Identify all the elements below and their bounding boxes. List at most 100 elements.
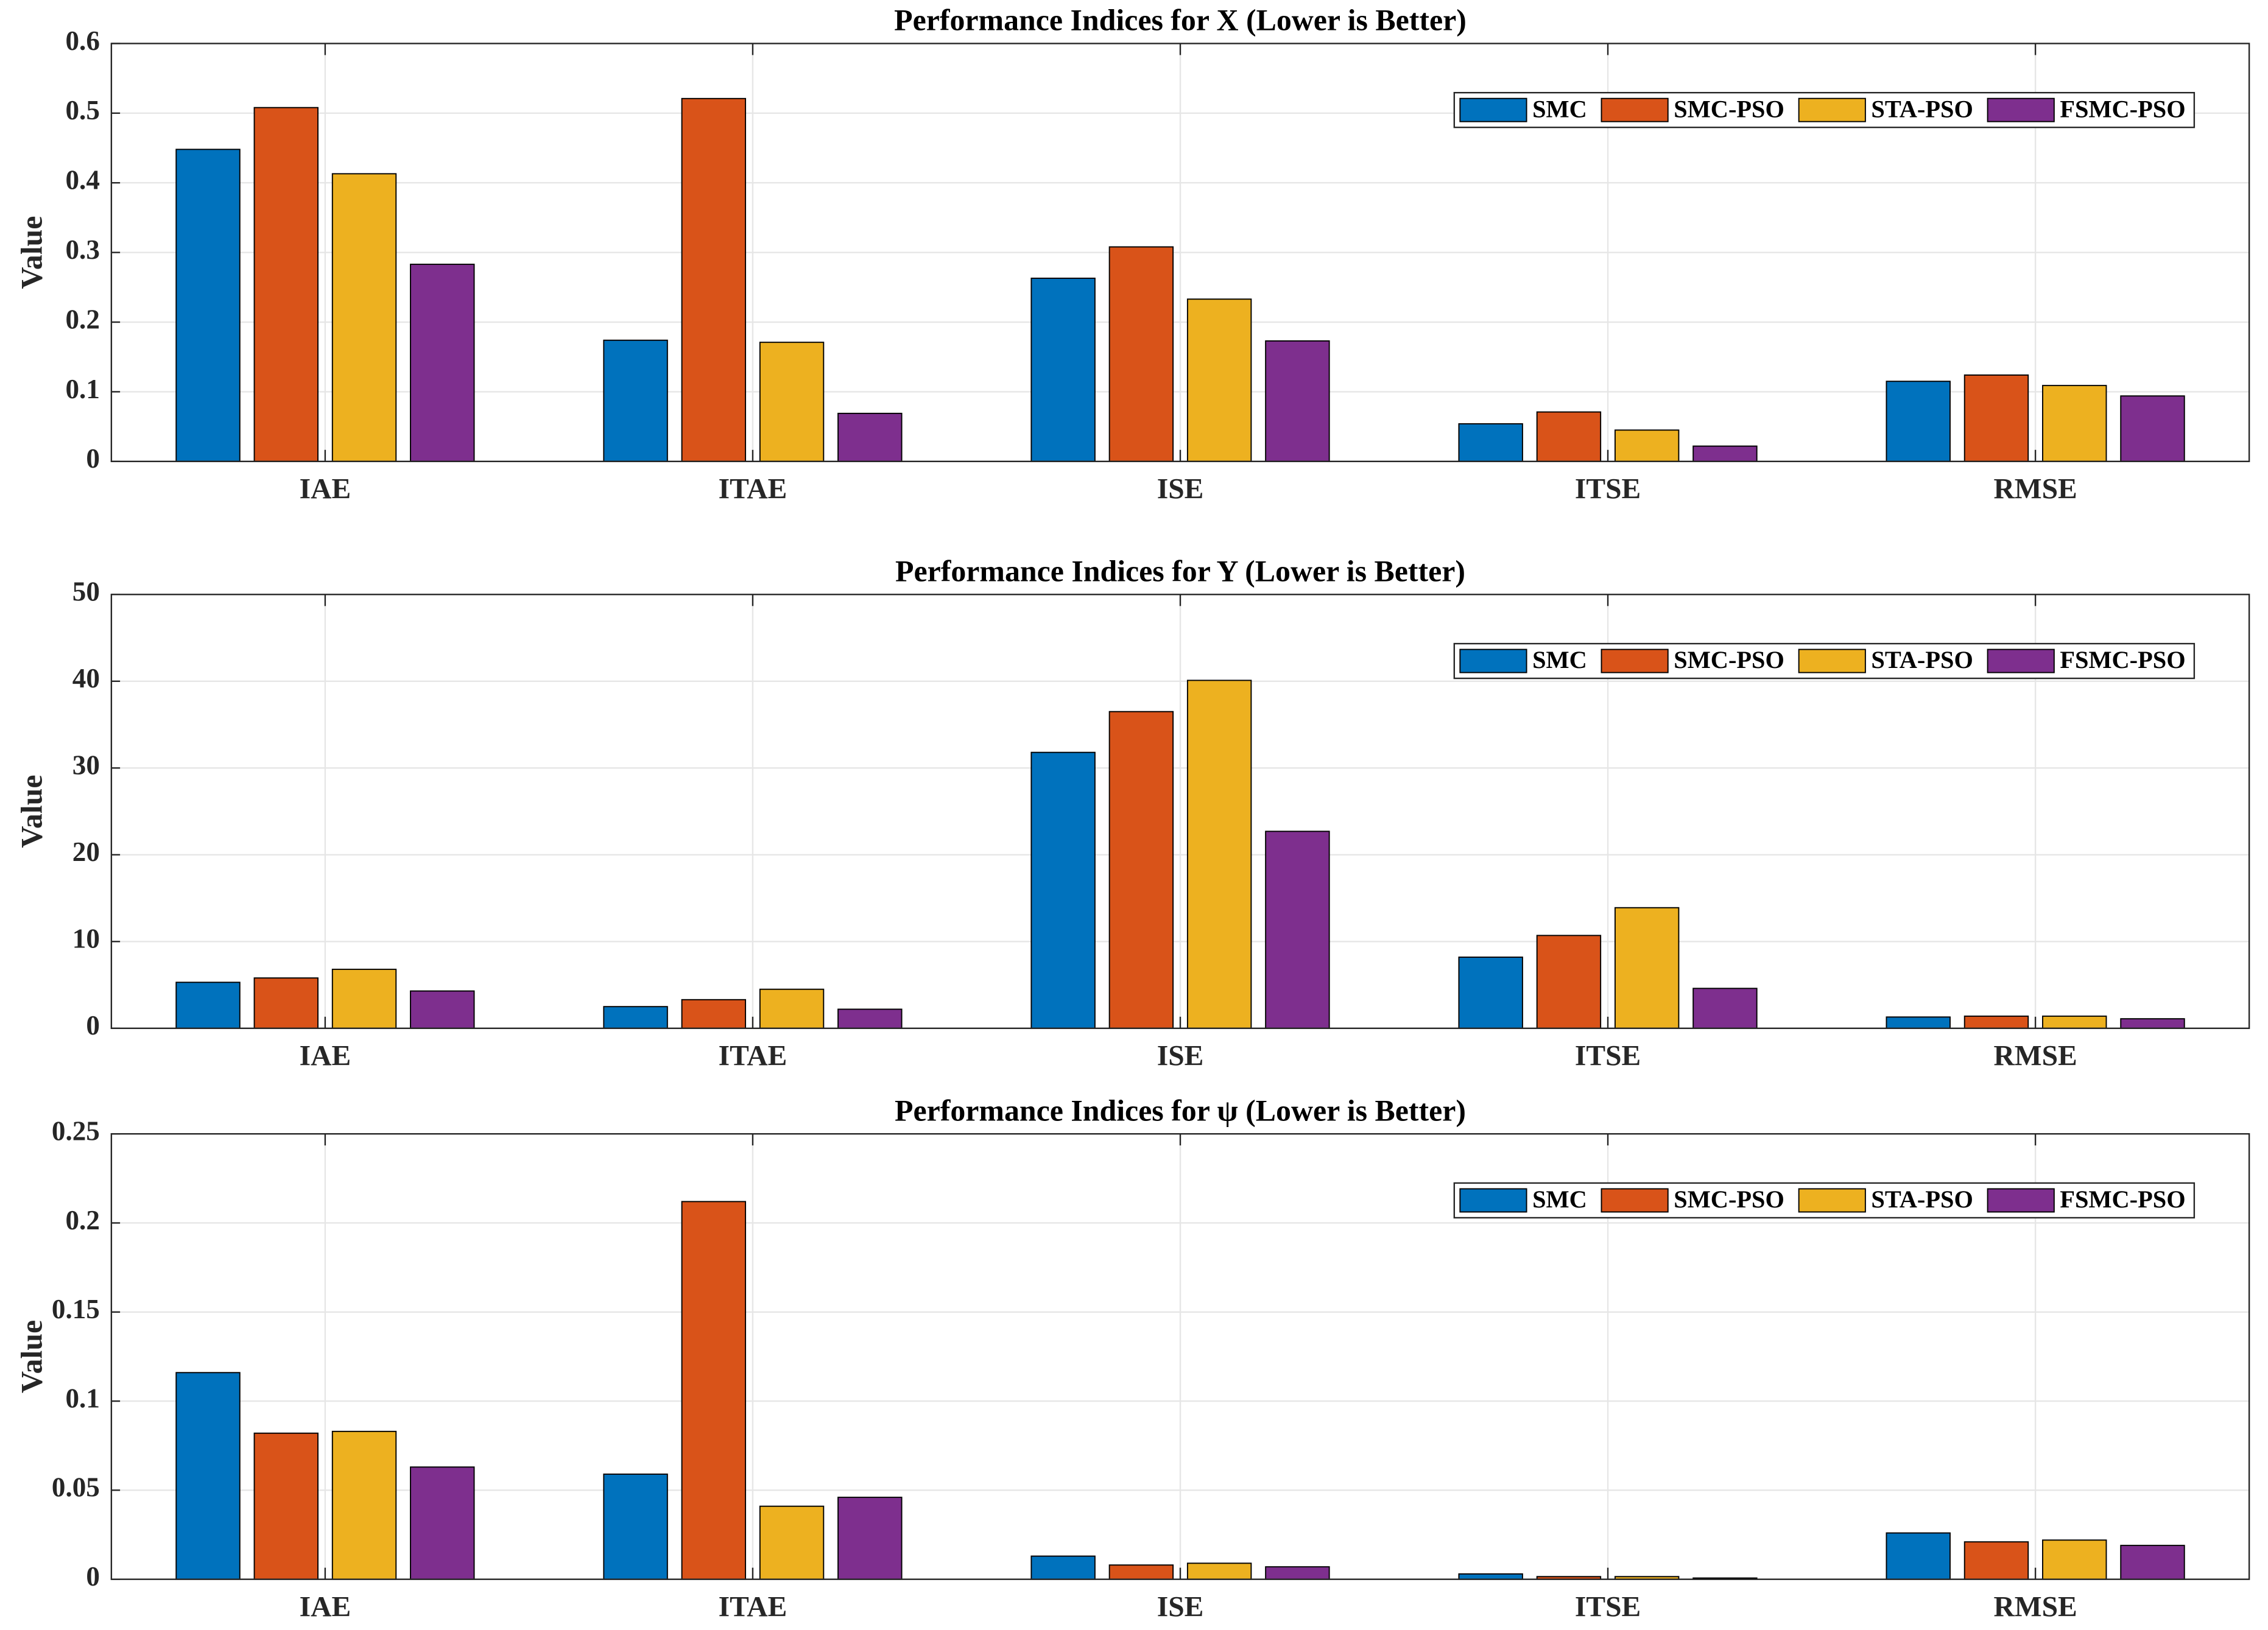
bar	[1886, 381, 1951, 462]
x-tick-label: ISE	[1157, 1041, 1204, 1072]
bar	[1963, 1015, 2029, 1029]
y-tick-label: 0.2	[65, 1205, 99, 1235]
bar	[1108, 1564, 1174, 1580]
x-tick-label: IAE	[300, 1591, 351, 1623]
y-tick-label: 30	[72, 750, 100, 781]
bar	[1030, 278, 1096, 462]
y-axis-label: Value	[15, 216, 48, 289]
y-axis-label: Value	[15, 775, 48, 848]
y-tick-label: 40	[72, 663, 100, 694]
bar	[1614, 429, 1680, 462]
bar	[837, 1008, 903, 1029]
bar	[2042, 1539, 2107, 1580]
y-tick-label: 0	[86, 1561, 100, 1592]
x-tick-label: ISE	[1157, 474, 1204, 505]
legend: SMC SMC-PSO STA-PSO FSMC-PSO	[1453, 91, 2196, 128]
chart-title: Performance Indices for ψ (Lower is Bett…	[895, 1094, 1466, 1127]
bar	[1963, 374, 2029, 462]
y-tick-label: 0	[86, 1010, 100, 1041]
bar	[603, 1006, 668, 1029]
bar	[1108, 711, 1174, 1029]
bar	[2120, 1545, 2185, 1580]
legend-label: STA-PSO	[1871, 646, 1973, 673]
y-tick-label: 0.25	[52, 1116, 100, 1147]
axes-box	[110, 1133, 2250, 1580]
legend-label: FSMC-PSO	[2060, 1186, 2185, 1213]
bar	[1886, 1016, 1951, 1029]
bar	[1458, 957, 1523, 1029]
x-tick-label: IAE	[300, 1041, 351, 1072]
bar	[1265, 340, 1330, 462]
legend-swatch	[1798, 648, 1866, 673]
bar	[1963, 1541, 2029, 1580]
bar	[1186, 680, 1252, 1029]
bar	[1265, 831, 1330, 1029]
legend-label: SMC-PSO	[1674, 1186, 1784, 1213]
bar	[1536, 935, 1602, 1029]
x-tick-label: ITSE	[1575, 1591, 1641, 1623]
bar	[253, 977, 319, 1029]
y-tick-label: 0.15	[52, 1294, 100, 1324]
bar	[1458, 1573, 1523, 1580]
bar	[331, 173, 397, 462]
bar	[175, 1372, 241, 1580]
legend-label: STA-PSO	[1871, 1186, 1973, 1213]
bar	[837, 412, 903, 462]
legend-label: SMC	[1532, 646, 1587, 673]
legend-swatch	[1987, 1188, 2055, 1213]
legend: SMC SMC-PSO STA-PSO FSMC-PSO	[1453, 1182, 2196, 1219]
bar	[1030, 751, 1096, 1029]
bar	[175, 982, 241, 1029]
y-axis-label: Value	[15, 1320, 48, 1393]
x-tick-label: ITAE	[719, 1041, 787, 1072]
x-tick-label: ISE	[1157, 1591, 1204, 1623]
x-tick-label: ITSE	[1575, 474, 1641, 505]
x-tick-label: ITAE	[719, 474, 787, 505]
axes-box	[110, 43, 2250, 462]
x-tick-label: RMSE	[1993, 1041, 2077, 1072]
bar	[2120, 395, 2185, 462]
bar	[410, 264, 475, 462]
legend-swatch	[1459, 648, 1527, 673]
legend-swatch	[1987, 97, 2055, 122]
bar	[1614, 907, 1680, 1029]
bar	[410, 1466, 475, 1580]
y-tick-label: 10	[72, 924, 100, 954]
x-tick-label: RMSE	[1993, 474, 2077, 505]
bar	[2120, 1018, 2185, 1029]
legend-label: SMC	[1532, 95, 1587, 122]
chart-title: Performance Indices for Y (Lower is Bett…	[895, 555, 1465, 588]
bar	[1692, 988, 1758, 1029]
bar	[1186, 298, 1252, 462]
y-tick-label: 20	[72, 837, 100, 867]
bar	[331, 1430, 397, 1580]
bar	[837, 1497, 903, 1580]
bar	[175, 149, 241, 462]
bar	[1458, 423, 1523, 462]
legend-swatch	[1987, 648, 2055, 673]
legend-swatch	[1601, 648, 1669, 673]
bar	[2042, 385, 2107, 462]
bar	[681, 1201, 747, 1580]
bar	[1265, 1566, 1330, 1580]
bar	[331, 968, 397, 1029]
legend-swatch	[1601, 97, 1669, 122]
legend-label: STA-PSO	[1871, 95, 1973, 122]
y-tick-label: 0.6	[65, 26, 99, 56]
legend-swatch	[1459, 97, 1527, 122]
bar	[1886, 1532, 1951, 1580]
legend-label: SMC-PSO	[1674, 95, 1784, 122]
legend-label: FSMC-PSO	[2060, 95, 2185, 122]
bar	[1692, 445, 1758, 462]
bar	[1030, 1555, 1096, 1580]
x-tick-label: RMSE	[1993, 1591, 2077, 1623]
axes-box	[110, 594, 2250, 1029]
bar	[603, 1474, 668, 1580]
legend-swatch	[1798, 97, 1866, 122]
x-tick-label: ITAE	[719, 1591, 787, 1623]
bar	[759, 1505, 825, 1580]
legend-label: FSMC-PSO	[2060, 646, 2185, 673]
bar	[2042, 1015, 2107, 1029]
bar	[603, 339, 668, 462]
